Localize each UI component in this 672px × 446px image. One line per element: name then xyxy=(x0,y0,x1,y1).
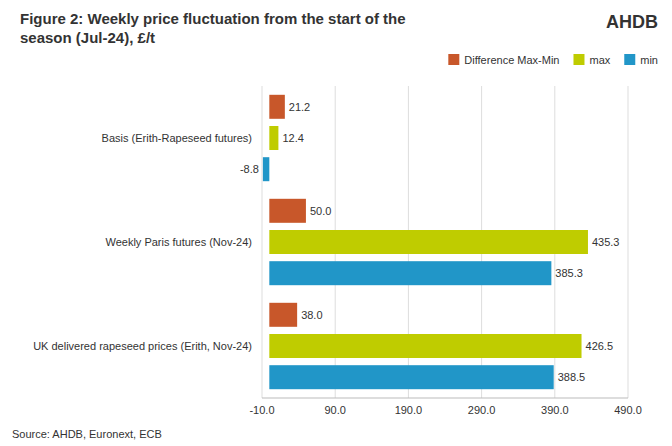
data-label: 12.4 xyxy=(282,132,303,144)
category-label: Basis (Erith-Rapeseed futures) xyxy=(102,132,252,144)
bar xyxy=(269,199,306,223)
tick-label: 190.0 xyxy=(395,404,423,416)
data-label: 38.0 xyxy=(301,309,322,321)
category-label: Weekly Paris futures (Nov-24) xyxy=(105,236,252,248)
tick-label: 390.0 xyxy=(541,404,569,416)
legend-swatch xyxy=(573,54,584,65)
data-label: 435.3 xyxy=(592,236,620,248)
bar xyxy=(269,126,278,150)
logo-text: AHDB xyxy=(606,12,658,32)
tick-label: -10.0 xyxy=(249,404,274,416)
data-label: 50.0 xyxy=(310,205,331,217)
data-label: 388.5 xyxy=(558,371,586,383)
grid-line xyxy=(262,86,263,398)
bar xyxy=(263,157,269,181)
grid xyxy=(262,86,628,398)
chart: Figure 2: Weekly price fluctuation from … xyxy=(0,0,672,446)
bars xyxy=(263,95,588,389)
bar xyxy=(269,334,581,358)
x-axis-line xyxy=(262,398,628,399)
bar xyxy=(269,230,588,254)
legend: Difference Max-Min max min xyxy=(448,54,658,66)
legend-label: max xyxy=(589,54,610,66)
bar xyxy=(269,303,297,327)
data-label: 21.2 xyxy=(289,101,310,113)
source: Source: AHDB, Euronext, ECB xyxy=(12,428,162,440)
category-label: UK delivered rapeseed prices (Erith, Nov… xyxy=(33,340,252,352)
title: Figure 2: Weekly price fluctuation from … xyxy=(20,10,406,46)
bar xyxy=(269,261,551,285)
tick-label: 290.0 xyxy=(468,404,496,416)
bar xyxy=(269,365,553,389)
data-label: 426.5 xyxy=(586,340,614,352)
data-label: -8.8 xyxy=(240,163,259,175)
legend-label: min xyxy=(640,54,658,66)
legend-swatch xyxy=(448,54,459,65)
grid-line xyxy=(628,86,629,398)
tick-label: 490.0 xyxy=(614,404,642,416)
tick-label: 90.0 xyxy=(324,404,345,416)
bar xyxy=(269,95,285,119)
legend-label: Difference Max-Min xyxy=(464,54,559,66)
data-label: 385.3 xyxy=(555,267,583,279)
legend-swatch xyxy=(624,54,635,65)
data-labels: 38.0 426.5 388.5 50.0 435.3 385.3 21.2 12.4 -8.8 xyxy=(240,101,620,383)
